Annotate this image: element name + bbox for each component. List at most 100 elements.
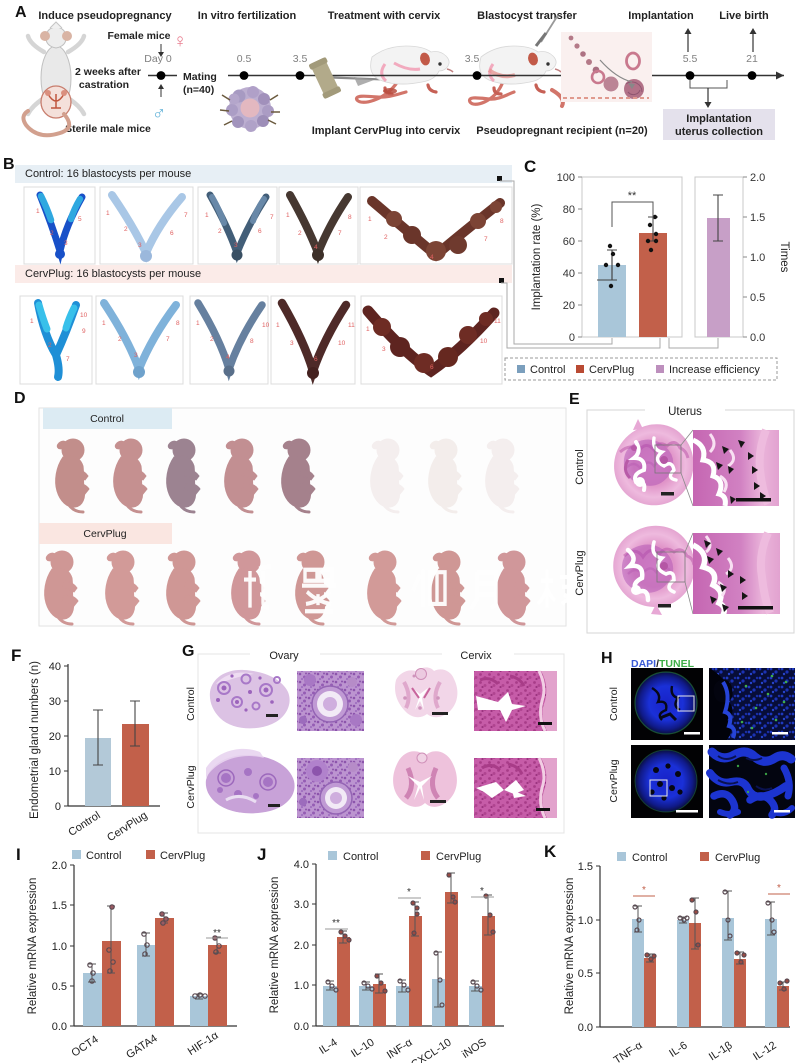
svg-text:1.0: 1.0 [52,941,67,953]
svg-text:Control: Control [530,364,565,376]
svg-text:21: 21 [746,53,758,65]
svg-text:(n=40): (n=40) [183,84,214,96]
svg-text:0: 0 [55,801,61,813]
svg-text:Implantation rate (%): Implantation rate (%) [531,203,543,310]
svg-text:6: 6 [170,230,174,237]
svg-text:1.5: 1.5 [52,900,67,912]
svg-text:1: 1 [36,208,40,215]
svg-text:**: ** [628,190,637,202]
svg-text:8: 8 [250,338,254,345]
svg-text:7: 7 [338,230,342,237]
svg-text:0.0: 0.0 [750,332,765,344]
svg-text:CXCL-10: CXCL-10 [409,1036,453,1063]
svg-text:1: 1 [276,322,280,329]
svg-text:7: 7 [66,356,70,363]
svg-text:♀: ♀ [173,31,187,52]
svg-text:2: 2 [124,226,128,233]
svg-text:0.5: 0.5 [578,968,593,980]
svg-text:2: 2 [48,342,52,349]
svg-text:CervPlug: CervPlug [436,851,481,863]
svg-text:1.0: 1.0 [578,915,593,927]
svg-text:Female mice: Female mice [107,30,170,42]
svg-text:INF-α: INF-α [385,1036,415,1062]
svg-text:0.5: 0.5 [750,292,765,304]
svg-text:1: 1 [205,212,209,219]
svg-text:11: 11 [348,322,355,329]
svg-text:7: 7 [270,214,274,221]
svg-text:3.5: 3.5 [293,53,308,65]
svg-text:Implant CervPlug into cervix: Implant CervPlug into cervix [312,125,461,137]
svg-text:Control: Control [343,851,378,863]
svg-text:5: 5 [78,216,82,223]
svg-text:20: 20 [563,300,575,312]
svg-text:Treatment with cervix: Treatment with cervix [328,10,441,22]
svg-text:1: 1 [106,210,110,217]
svg-text:2.0: 2.0 [52,860,67,872]
svg-text:♂: ♂ [152,103,166,124]
svg-text:Sterile male mice: Sterile male mice [65,123,151,135]
svg-text:uterus collection: uterus collection [675,126,763,138]
svg-text:3: 3 [290,340,294,347]
svg-text:Control: Control [90,413,124,425]
svg-text:1: 1 [286,212,290,219]
svg-text:DAPI/TUNEL: DAPI/TUNEL [631,658,695,670]
svg-text:2.0: 2.0 [750,172,765,184]
svg-text:Times: Times [778,242,790,273]
svg-text:IL-10: IL-10 [349,1036,377,1060]
svg-text:Increase efficiency: Increase efficiency [669,364,760,376]
svg-text:Endometrial gland numbers (n): Endometrial gland numbers (n) [29,661,41,819]
svg-text:CervPlug: CervPlug [185,765,197,808]
svg-text:0.0: 0.0 [578,1022,593,1034]
svg-text:11: 11 [494,318,501,325]
svg-text:Control: Control [185,687,197,721]
svg-text:IL-12: IL-12 [751,1039,779,1063]
svg-text:4: 4 [226,354,230,361]
svg-text:0.0: 0.0 [294,1021,309,1033]
svg-text:4.0: 4.0 [294,859,309,871]
svg-text:Control: Control [574,449,586,484]
svg-text:Induce pseudopregnancy: Induce pseudopregnancy [38,10,172,22]
svg-text:*: * [480,886,484,897]
svg-text:1.5: 1.5 [750,212,765,224]
svg-text:Relative mRNA expression: Relative mRNA expression [27,878,39,1015]
svg-text:1: 1 [102,320,106,327]
svg-text:iNOS: iNOS [460,1036,489,1060]
svg-text:Control: Control [66,809,102,838]
svg-text:IL-1β: IL-1β [707,1039,735,1063]
svg-text:Relative mRNA expression: Relative mRNA expression [269,877,281,1014]
svg-text:1: 1 [196,320,200,327]
svg-text:CervPlug: CervPlug [715,852,760,864]
svg-text:8: 8 [176,320,180,327]
svg-text:Live birth: Live birth [719,10,769,22]
svg-text:TNF-α: TNF-α [612,1039,645,1063]
svg-text:8: 8 [500,218,504,225]
svg-text:Day 0: Day 0 [144,53,172,65]
svg-text:Control: Control [608,687,620,721]
svg-text:1: 1 [366,326,370,333]
svg-text:IL-6: IL-6 [667,1039,689,1059]
svg-text:10: 10 [480,338,488,345]
svg-text:3: 3 [382,346,386,353]
svg-text:8: 8 [348,214,352,221]
svg-text:Relative mRNA expression: Relative mRNA expression [564,878,576,1015]
svg-text:Pseudopregnant recipient (n=20: Pseudopregnant recipient (n=20) [476,125,648,137]
svg-text:CervPlug: CervPlug [574,550,586,595]
svg-text:CervPlug: CervPlug [83,528,126,540]
svg-text:Mating: Mating [183,71,217,83]
svg-text:2: 2 [298,230,302,237]
svg-text:2 weeks after: 2 weeks after [75,66,141,78]
svg-text:2: 2 [210,336,214,343]
svg-text:CervPlug: CervPlug [105,809,149,844]
svg-text:7: 7 [184,212,188,219]
svg-text:**: ** [213,928,221,939]
svg-text:10: 10 [49,766,61,778]
svg-text:Blastocyst transfer: Blastocyst transfer [477,10,577,22]
svg-text:6: 6 [314,356,318,363]
svg-text:7: 7 [484,236,488,243]
svg-text:0.5: 0.5 [52,981,67,993]
svg-text:Ovary: Ovary [269,650,299,662]
svg-text:3: 3 [64,240,68,247]
svg-text:Control: Control [86,850,121,862]
svg-text:6: 6 [258,228,262,235]
svg-text:CervPlug: CervPlug [160,850,205,862]
